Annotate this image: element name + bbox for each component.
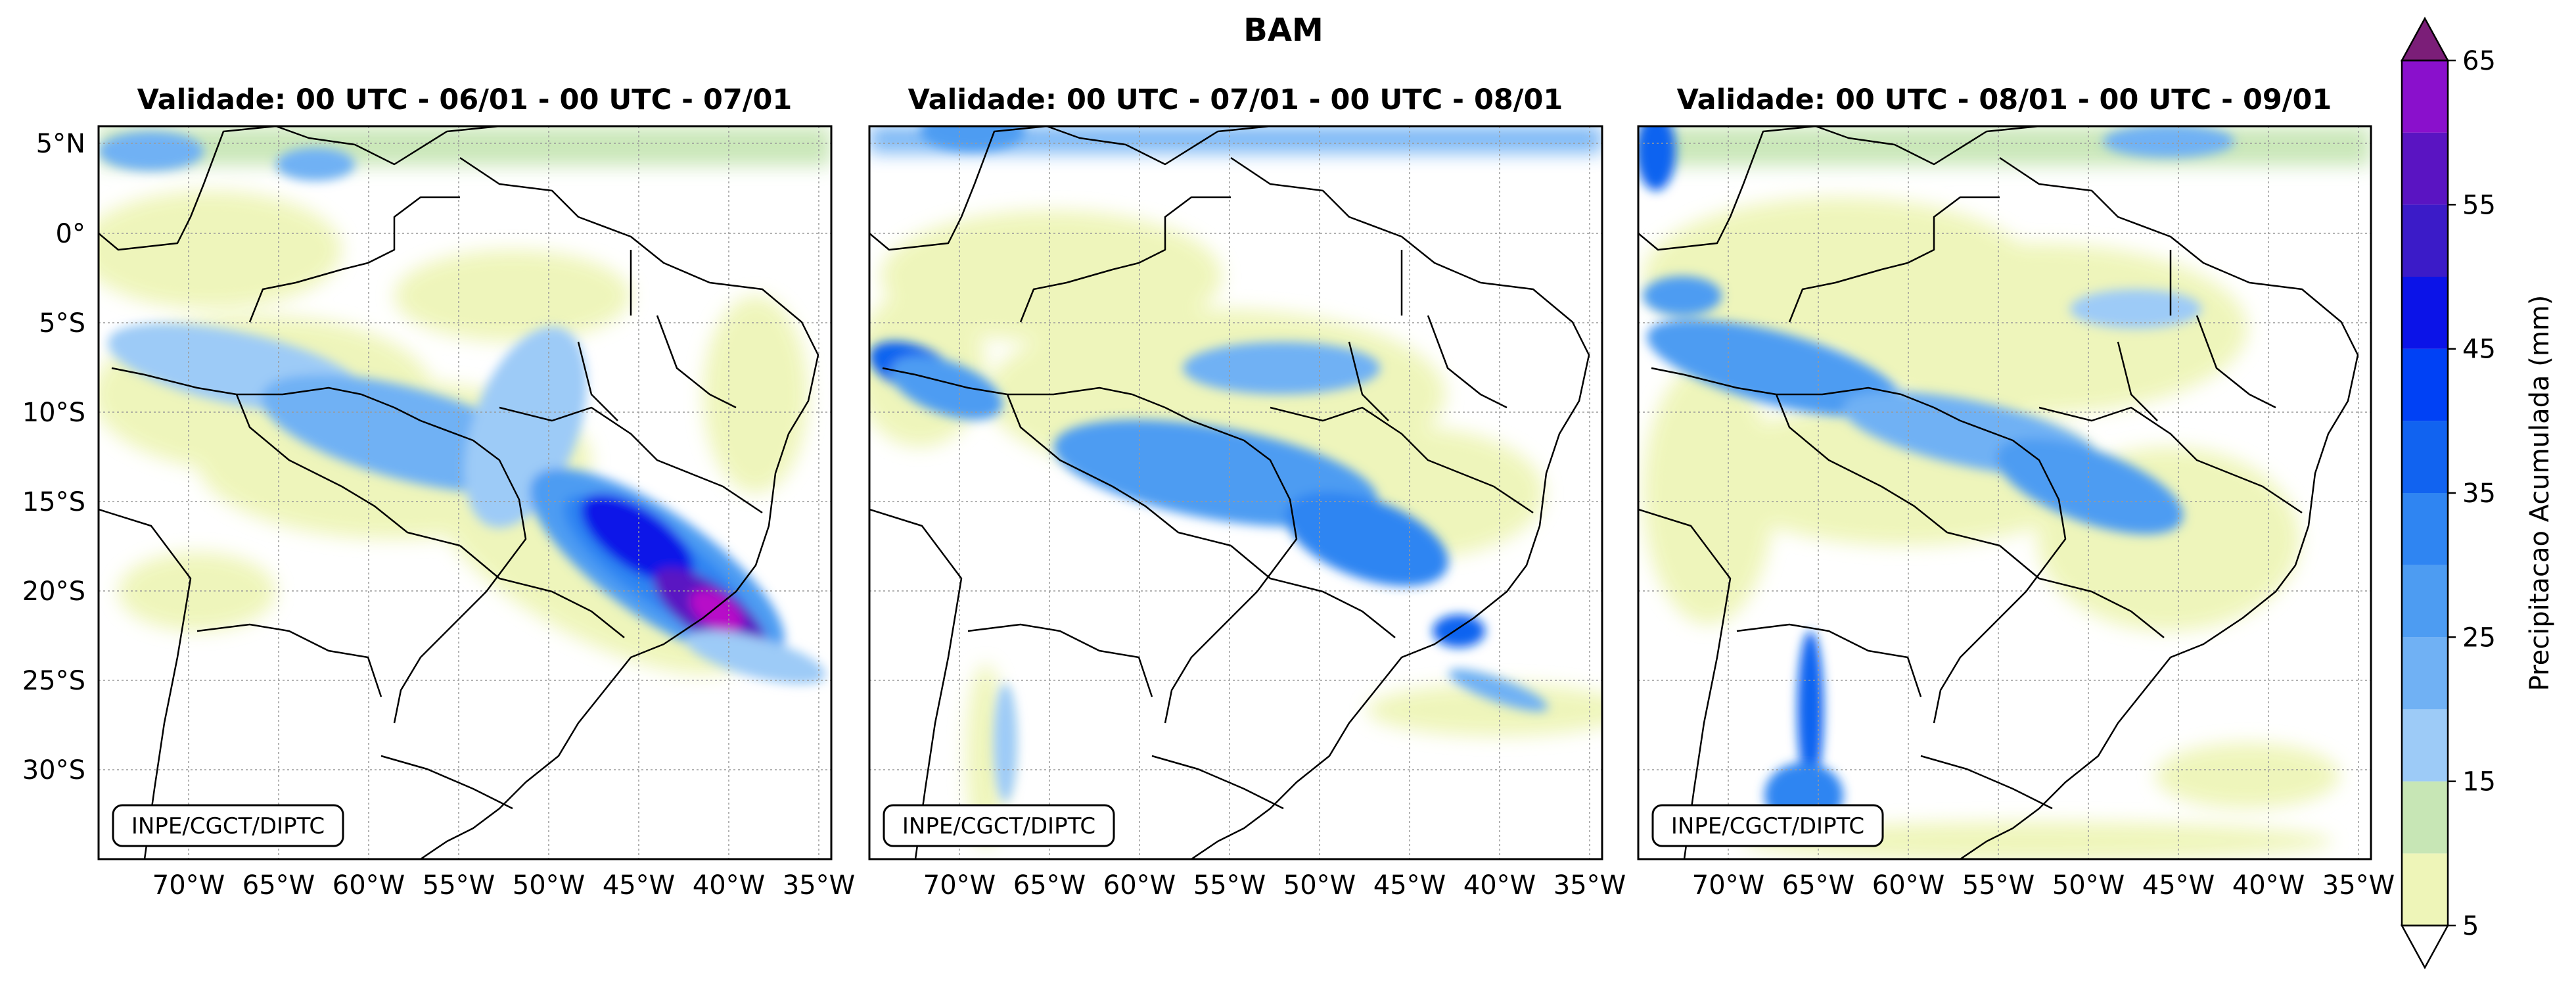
lon-tick-label: 55°W <box>1962 870 2035 901</box>
colorbar-segment <box>2402 565 2448 638</box>
colorbar-segment <box>2402 60 2448 133</box>
credit-label: INPE/CGCT/DIPTC <box>1671 813 1864 839</box>
credit-box: INPE/CGCT/DIPTC <box>1651 804 1884 847</box>
credit-box: INPE/CGCT/DIPTC <box>883 804 1115 847</box>
lon-tick-label: 35°W <box>2322 870 2395 901</box>
panel-title: Validade: 00 UTC - 07/01 - 00 UTC - 08/0… <box>908 83 1563 116</box>
lat-tick-label: 5°N <box>36 129 85 159</box>
colorbar-segment <box>2402 277 2448 349</box>
panel-title: Validade: 00 UTC - 08/01 - 00 UTC - 09/0… <box>1677 83 2332 116</box>
lat-tick-label: 10°S <box>22 398 85 428</box>
lon-tick-label: 40°W <box>693 870 765 901</box>
colorbar-segment <box>2402 421 2448 493</box>
credit-box: INPE/CGCT/DIPTC <box>112 804 344 847</box>
map-area <box>1638 126 2371 859</box>
colorbar-tick-label: 35 <box>2462 479 2496 509</box>
map-frame <box>97 125 833 860</box>
panel-title: Validade: 00 UTC - 06/01 - 00 UTC - 07/0… <box>137 83 793 116</box>
lon-tick-label: 40°W <box>1463 870 1536 901</box>
map-frame <box>1637 125 2372 860</box>
map-panel-3: Validade: 00 UTC - 08/01 - 00 UTC - 09/0… <box>1637 83 2395 901</box>
precipitation-field <box>99 126 831 684</box>
lon-tick-label: 35°W <box>783 870 855 901</box>
colorbar-tick-label: 55 <box>2462 190 2496 220</box>
lon-tick-label: 65°W <box>1013 870 1086 901</box>
lon-tick-label: 35°W <box>1553 870 1626 901</box>
precipitation-field <box>1638 126 2371 859</box>
lon-tick-label: 50°W <box>2052 870 2125 901</box>
lat-tick-labels: 5°N 0° 5°S 10°S 15°S 20°S 25°S 30°S <box>22 129 85 786</box>
map-area <box>869 126 1602 859</box>
colorbar-tick-label: 5 <box>2462 911 2479 941</box>
lon-tick-label: 70°W <box>1692 870 1764 901</box>
lon-tick-label: 40°W <box>2232 870 2305 901</box>
colorbar-segment <box>2402 709 2448 782</box>
lon-tick-label: 60°W <box>1872 870 1944 901</box>
lon-tick-label: 70°W <box>923 870 996 901</box>
colorbar-ticks: 5 15 25 35 45 55 65 <box>2448 46 2496 941</box>
lon-tick-label: 45°W <box>1373 870 1446 901</box>
lon-tick-labels: 70°W 65°W 60°W 55°W 50°W 45°W 40°W 35°W <box>923 870 1626 901</box>
lon-tick-labels: 70°W 65°W 60°W 55°W 50°W 45°W 40°W 35°W <box>1692 870 2395 901</box>
lon-tick-label: 55°W <box>1193 870 1266 901</box>
map-panel-1: Validade: 00 UTC - 06/01 - 00 UTC - 07/0… <box>22 83 856 901</box>
map-borders <box>1638 126 2359 859</box>
lon-tick-label: 65°W <box>242 870 315 901</box>
lon-tick-labels: 70°W 65°W 60°W 55°W 50°W 45°W 40°W 35°W <box>152 870 855 901</box>
lon-tick-label: 50°W <box>1283 870 1356 901</box>
lon-tick-label: 70°W <box>152 870 225 901</box>
colorbar: 5 15 25 35 45 55 65 Precipitacao Acumulada (mm… <box>2400 16 2555 970</box>
credit-label: INPE/CGCT/DIPTC <box>131 813 325 839</box>
colorbar-segment <box>2402 853 2448 926</box>
map-borders <box>99 126 819 859</box>
lat-tick-label: 30°S <box>22 755 85 786</box>
colorbar-segment <box>2402 204 2448 277</box>
lat-tick-label: 20°S <box>22 576 85 607</box>
map-borders <box>869 126 1590 859</box>
lon-tick-label: 45°W <box>603 870 675 901</box>
map-area <box>99 126 831 859</box>
lon-tick-label: 60°W <box>333 870 405 901</box>
lat-tick-label: 25°S <box>22 666 85 696</box>
credit-label: INPE/CGCT/DIPTC <box>902 813 1095 839</box>
colorbar-segment <box>2402 132 2448 205</box>
colorbar-label: Precipitacao Acumulada (mm) <box>2525 295 2555 692</box>
colorbar-extend-triangle-top <box>2400 16 2450 62</box>
lon-tick-label: 60°W <box>1103 870 1176 901</box>
colorbar-tick-label: 65 <box>2462 46 2496 76</box>
lon-tick-label: 65°W <box>1782 870 1854 901</box>
colorbar-segment <box>2402 348 2448 421</box>
lon-tick-label: 45°W <box>2142 870 2215 901</box>
colorbar-segment <box>2402 637 2448 709</box>
lon-tick-label: 55°W <box>423 870 495 901</box>
colorbar-tick-label: 45 <box>2462 335 2496 365</box>
precipitation-field <box>869 126 1602 848</box>
map-panel-2: Validade: 00 UTC - 07/01 - 00 UTC - 08/0… <box>868 83 1626 901</box>
lon-tick-label: 50°W <box>513 870 585 901</box>
colorbar-tick-label: 25 <box>2462 622 2496 653</box>
lat-tick-label: 5°S <box>39 308 85 339</box>
colorbar-segment <box>2402 493 2448 565</box>
lat-tick-label: 0° <box>56 219 85 249</box>
colorbar-extend-triangle-bottom <box>2400 924 2450 970</box>
colorbar-tick-label: 15 <box>2462 767 2496 797</box>
map-frame <box>868 125 1603 860</box>
figure-suptitle: BAM <box>1243 12 1323 49</box>
colorbar-segments <box>2402 60 2448 926</box>
lat-tick-label: 15°S <box>22 487 85 517</box>
colorbar-segment <box>2402 781 2448 854</box>
